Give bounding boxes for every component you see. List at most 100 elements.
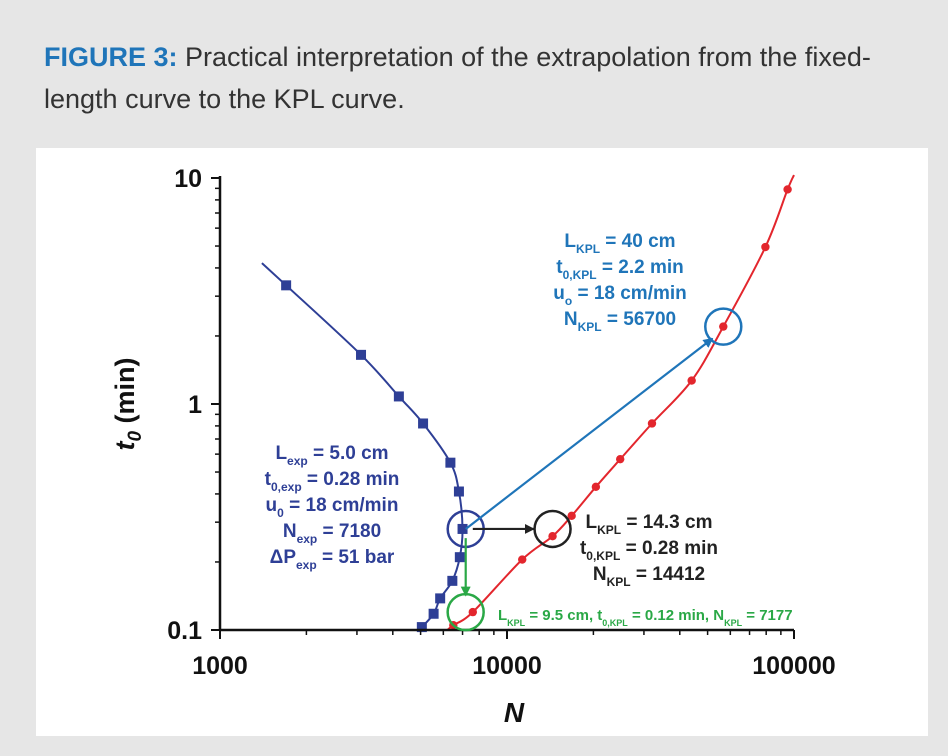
data-point-KPL-9 xyxy=(719,322,728,331)
annotation-exp-line: Lexp = 5.0 cm xyxy=(275,443,388,468)
annotation-exp-line: t0,exp = 0.28 min xyxy=(265,469,400,494)
annotation-segment: o xyxy=(565,294,572,308)
data-point-KPL-3 xyxy=(548,532,557,541)
annotation-segment: = 51 bar xyxy=(317,547,395,568)
data-point-KPL-2 xyxy=(518,555,527,564)
data-point-KPL-5 xyxy=(591,482,601,492)
data-point-fixed-length-11 xyxy=(416,622,427,633)
annotation-exp-line: Nexp = 7180 xyxy=(283,521,381,546)
x-tick-label: 100000 xyxy=(752,652,835,680)
annotation-segment: exp xyxy=(297,532,318,546)
annotation-segment: L xyxy=(498,607,507,624)
annotation-segment: KPL xyxy=(607,575,631,589)
annotation-segment: N xyxy=(564,309,578,330)
annotation-segment: KPL xyxy=(597,523,621,537)
annotation-segment: 0 xyxy=(277,506,284,520)
annotation-kpl9-line: LKPL = 9.5 cm, t0,KPL = 0.12 min, NKPL =… xyxy=(498,607,793,628)
figure-caption: FIGURE 3: Practical interpretation of th… xyxy=(44,36,924,120)
annotation-exp-line: ΔPexp = 51 bar xyxy=(270,547,395,572)
annotation-segment: KPL xyxy=(576,242,600,256)
annotation-segment: = 14412 xyxy=(631,564,706,585)
annotation-segment: = 7180 xyxy=(317,521,381,542)
annotation-segment: ΔP xyxy=(270,547,297,568)
x-axis-title: N xyxy=(504,697,525,728)
y-tick-label: 1 xyxy=(188,391,202,419)
kpl-9-circle xyxy=(446,592,485,632)
annotation-segment: L xyxy=(564,231,576,252)
y-axis-title: t0 (min) xyxy=(110,357,146,450)
y-tick-label: 10 xyxy=(174,165,202,193)
annotation-segment: exp xyxy=(296,558,317,572)
annotation-segment: = 56700 xyxy=(602,309,677,330)
data-point-fixed-length-8 xyxy=(447,575,458,586)
annotation-segment: N xyxy=(593,564,607,585)
annotation-exp-line: u0 = 18 cm/min xyxy=(266,495,399,520)
annotation-kpl14-line: t0,KPL = 0.28 min xyxy=(580,538,718,563)
data-point-fixed-length-6 xyxy=(457,523,468,534)
data-point-fixed-length-5 xyxy=(453,486,464,497)
annotation-kpl14-line: LKPL = 14.3 cm xyxy=(586,512,713,537)
annotation-kpl40-line: t0,KPL = 2.2 min xyxy=(556,257,683,282)
annotation-segment: KPL xyxy=(724,618,743,628)
y-tick-label: 0.1 xyxy=(167,617,202,645)
data-point-fixed-length-10 xyxy=(428,608,439,619)
annotation-kpl40-line: uo = 18 cm/min xyxy=(553,283,687,308)
data-point-fixed-length-9 xyxy=(435,593,446,604)
data-point-fixed-length-0 xyxy=(281,280,292,291)
y-axis-title-unit: (min) xyxy=(110,357,140,431)
data-point-KPL-8 xyxy=(687,376,696,385)
annotation-segment: u xyxy=(553,283,565,304)
data-point-KPL-6 xyxy=(616,454,625,464)
annotation-segment: = 0.28 min xyxy=(620,538,718,559)
annotation-segment: 0,KPL xyxy=(563,268,597,282)
annotation-segment: KPL xyxy=(507,618,526,628)
annotation-segment: KPL xyxy=(578,320,602,334)
annotation-segment: = 0.28 min xyxy=(302,469,400,490)
annotation-segment: L xyxy=(275,443,287,464)
annotation-segment: = 0.12 min, N xyxy=(628,607,724,624)
figure-label: FIGURE 3: xyxy=(44,42,178,72)
annotation-segment: = 40 cm xyxy=(600,231,676,252)
chart-panel xyxy=(36,148,928,736)
annotation-kpl14-line: NKPL = 14412 xyxy=(593,564,705,589)
data-point-KPL-4 xyxy=(567,511,576,521)
annotation-segment: u xyxy=(266,495,278,516)
figure-caption-text: Practical interpretation of the extrapol… xyxy=(44,42,871,114)
annotation-segment: t xyxy=(556,257,563,278)
annotation-segment: = 2.2 min xyxy=(597,257,684,278)
y-axis-title-sub: 0 xyxy=(125,431,146,442)
annotation-segment: 0,KPL xyxy=(602,618,628,628)
annotation-segment: = 18 cm/min xyxy=(572,283,687,304)
data-point-fixed-length-1 xyxy=(356,349,367,360)
annotation-segment: 0,KPL xyxy=(586,549,620,563)
annotation-segment: t xyxy=(580,538,587,559)
annotation-segment: L xyxy=(586,512,598,533)
annotation-segment: = 5.0 cm xyxy=(308,443,389,464)
data-point-fixed-length-2 xyxy=(393,391,404,402)
kpl-14-circle xyxy=(533,509,572,549)
annotation-segment: = 14.3 cm xyxy=(621,512,712,533)
annotation-segment: = 9.5 cm, t xyxy=(525,607,602,624)
arrow-to-kpl-40 xyxy=(465,337,714,530)
data-point-fixed-length-3 xyxy=(418,418,429,429)
annotation-kpl40-line: NKPL = 56700 xyxy=(564,309,676,334)
annotation-segment: exp xyxy=(287,454,308,468)
annotation-segment: 0,exp xyxy=(271,480,302,494)
annotation-segment: t xyxy=(265,469,272,490)
data-point-fixed-length-4 xyxy=(445,457,456,468)
annotation-segment: = 18 cm/min xyxy=(284,495,399,516)
data-point-KPL-7 xyxy=(647,419,657,428)
data-point-KPL-11 xyxy=(783,185,792,194)
annotation-segment: N xyxy=(283,521,297,542)
data-point-fixed-length-7 xyxy=(454,552,465,563)
series-line-KPL xyxy=(446,174,795,630)
data-point-KPL-10 xyxy=(761,242,770,252)
y-axis-title-var: t xyxy=(110,441,140,451)
kpl-40-circle xyxy=(704,307,743,346)
data-point-KPL-1 xyxy=(468,607,477,617)
annotation-kpl40-line: LKPL = 40 cm xyxy=(564,231,675,256)
x-tick-label: 1000 xyxy=(192,652,248,680)
annotation-segment: = 7177 xyxy=(742,607,792,624)
x-tick-label: 10000 xyxy=(472,652,542,680)
